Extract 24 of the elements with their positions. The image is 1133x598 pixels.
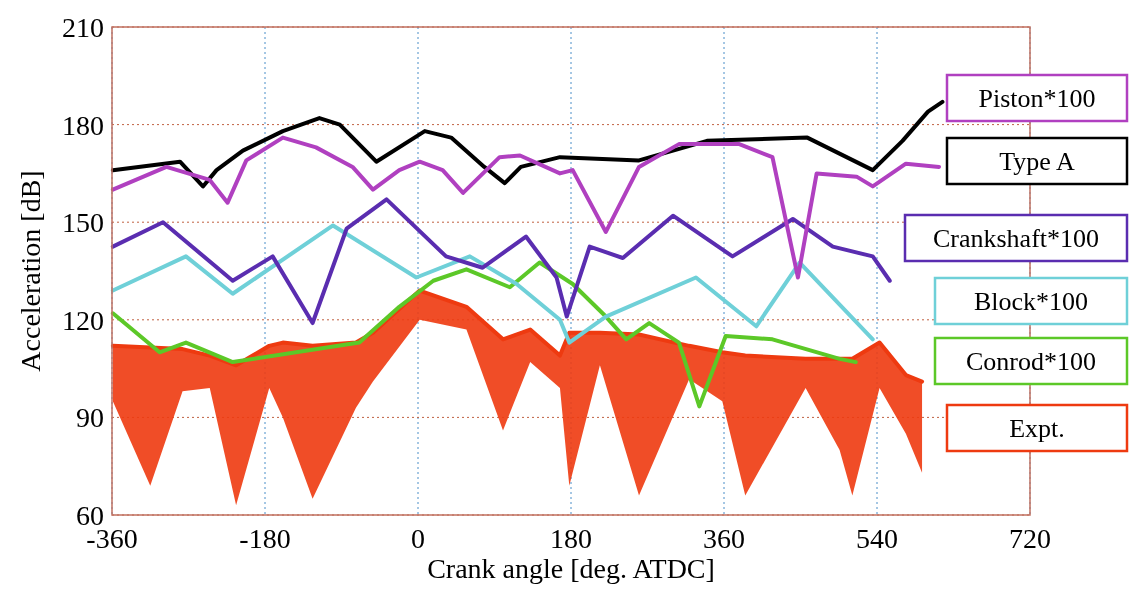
y-tick-label: 90 [76, 402, 104, 434]
y-axis-title: Acceleration [dB] [15, 170, 46, 372]
x-tick-label: 720 [1009, 523, 1051, 554]
y-tick-label: 210 [62, 12, 104, 43]
series-label: Crankshaft*100 [932, 224, 1100, 253]
x-tick-label: 540 [856, 523, 898, 554]
x-axis-title: Crank angle [deg. ATDC] [427, 553, 715, 584]
y-tick-label: 120 [62, 304, 104, 336]
line-series [110, 197, 892, 326]
y-tick-label: 180 [62, 109, 104, 141]
line-series [110, 99, 945, 189]
x-tick-label: 180 [550, 523, 592, 554]
text: Expt. [1009, 414, 1065, 443]
line-series [110, 223, 875, 345]
text: Block*100 [973, 287, 1089, 316]
y-tick-label: 60 [76, 500, 104, 531]
text: Type A [999, 147, 1075, 176]
x-tick-label: 360 [703, 523, 745, 554]
text: Conrod*100 [966, 347, 1096, 376]
text: Piston*100 [978, 84, 1096, 113]
y-tick-label: 150 [62, 207, 104, 239]
line-series [110, 260, 858, 409]
x-tick-label: -180 [239, 523, 291, 554]
x-tick-label: 0 [411, 523, 425, 554]
